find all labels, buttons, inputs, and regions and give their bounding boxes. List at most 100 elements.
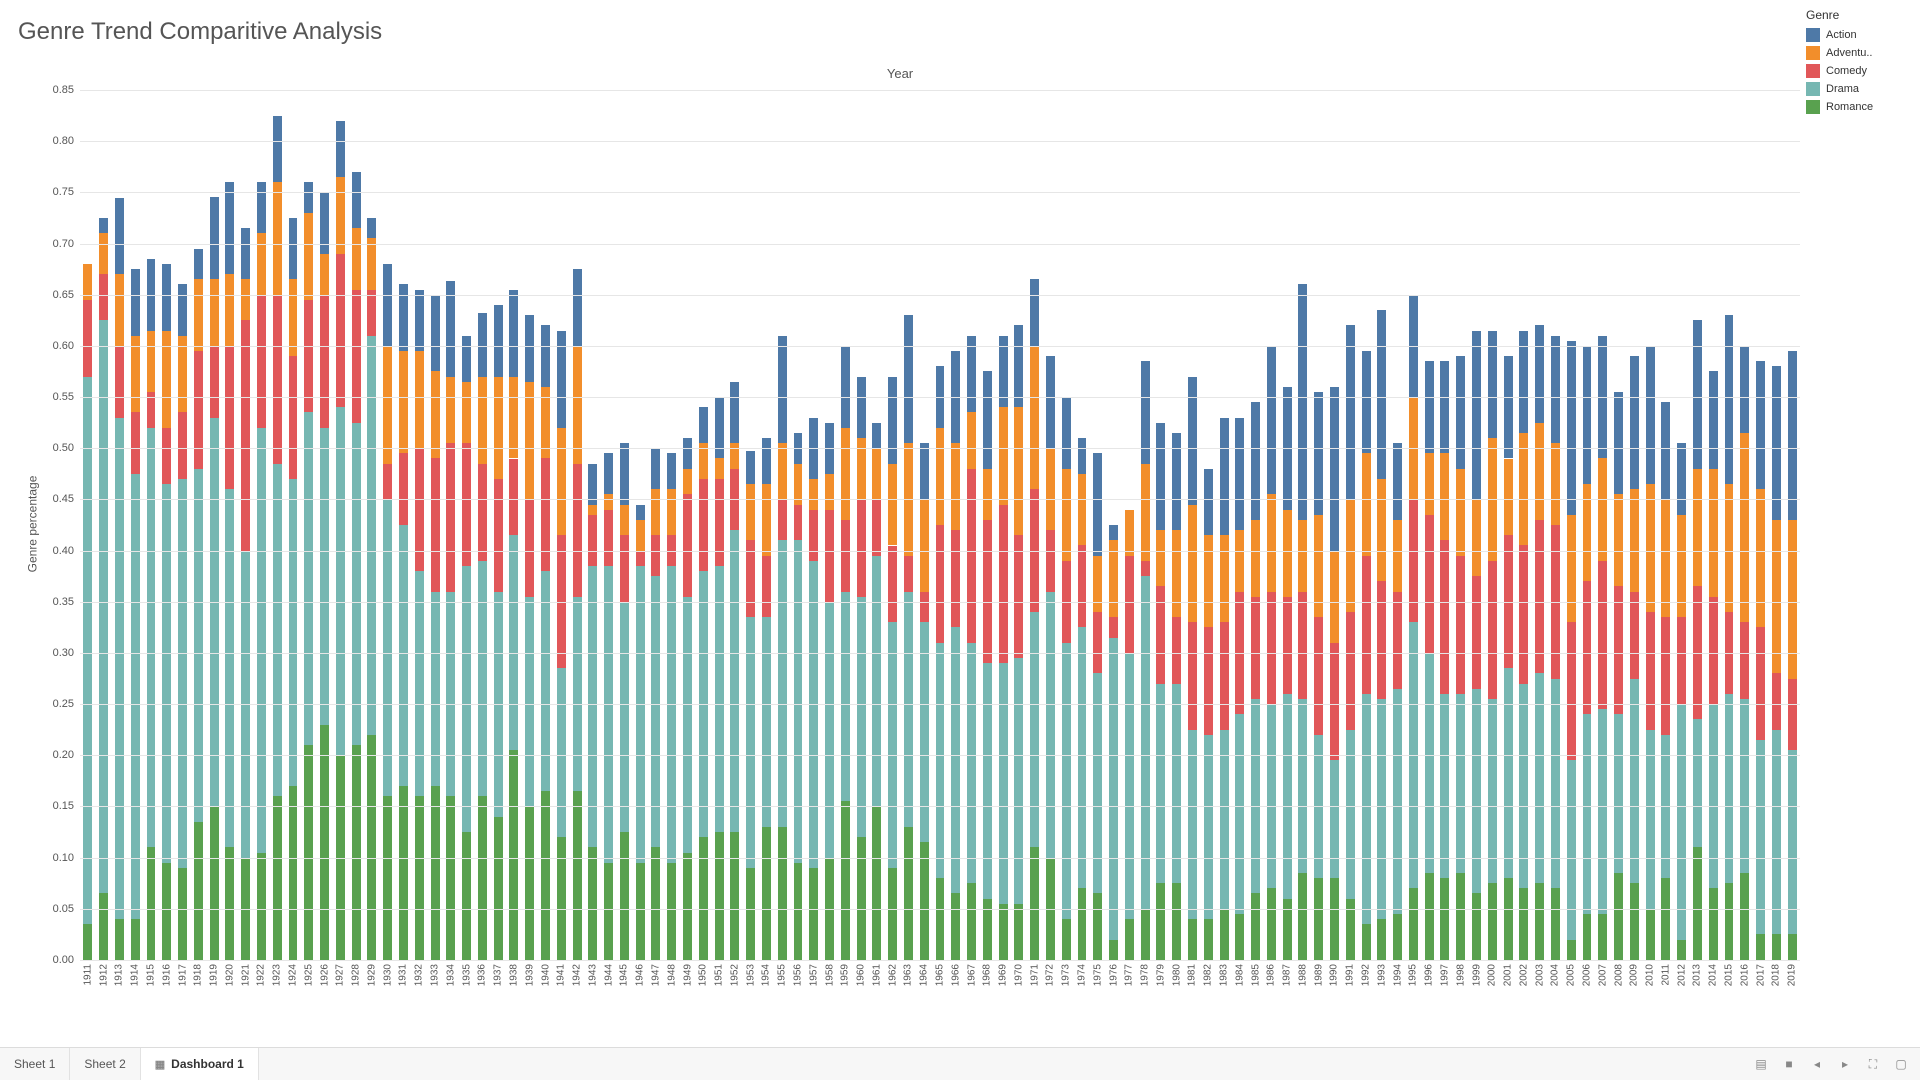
bar-segment[interactable] [1125,510,1134,556]
bar-segment[interactable] [778,540,787,827]
bar-segment[interactable] [904,827,913,960]
bar-segment[interactable] [730,443,739,469]
bar-column[interactable]: 1951 [713,90,726,960]
bar-segment[interactable] [1204,469,1213,536]
bar-column[interactable]: 1923 [271,90,284,960]
bar-segment[interactable] [131,336,140,413]
bar-segment[interactable] [509,750,518,960]
bar-segment[interactable] [1235,914,1244,960]
bar-segment[interactable] [857,499,866,596]
bar-column[interactable]: 1969 [997,90,1010,960]
bar-segment[interactable] [478,377,487,464]
bar-segment[interactable] [1677,617,1686,704]
bar-segment[interactable] [762,556,771,617]
bar-segment[interactable] [1062,469,1071,561]
bar-segment[interactable] [1740,699,1749,873]
bar-segment[interactable] [1377,919,1386,960]
bar-segment[interactable] [1756,740,1765,934]
bar-segment[interactable] [162,264,171,331]
bar-segment[interactable] [1125,919,1134,960]
bar-segment[interactable] [1267,888,1276,960]
bar-segment[interactable] [289,356,298,479]
bar-segment[interactable] [620,832,629,960]
bar-segment[interactable] [1283,694,1292,899]
bar-segment[interactable] [1535,520,1544,674]
bar-column[interactable]: 2007 [1596,90,1609,960]
bar-column[interactable]: 1973 [1060,90,1073,960]
bar-column[interactable]: 1981 [1186,90,1199,960]
bar-segment[interactable] [778,443,787,499]
bar-segment[interactable] [115,274,124,346]
bar-segment[interactable] [367,238,376,289]
bar-segment[interactable] [683,494,692,596]
bar-column[interactable]: 1939 [523,90,536,960]
bar-segment[interactable] [1062,919,1071,960]
prev-icon[interactable]: ◂ [1808,1055,1826,1073]
bar-column[interactable]: 1984 [1233,90,1246,960]
bar-segment[interactable] [399,453,408,525]
bar-segment[interactable] [194,249,203,280]
bar-segment[interactable] [178,479,187,868]
bar-segment[interactable] [83,924,92,960]
bar-segment[interactable] [888,868,897,960]
bar-segment[interactable] [1740,433,1749,622]
bar-segment[interactable] [1661,499,1670,617]
bar-segment[interactable] [778,499,787,540]
bar-segment[interactable] [1504,459,1513,536]
bar-segment[interactable] [1425,515,1434,653]
bar-segment[interactable] [1267,494,1276,591]
bar-segment[interactable] [762,827,771,960]
bar-segment[interactable] [951,893,960,960]
bar-segment[interactable] [1519,433,1528,546]
bar-segment[interactable] [478,464,487,561]
bar-segment[interactable] [415,571,424,796]
bar-column[interactable]: 1999 [1470,90,1483,960]
bar-column[interactable]: 1929 [365,90,378,960]
bar-segment[interactable] [967,883,976,960]
bar-segment[interactable] [478,796,487,960]
bar-column[interactable]: 1961 [870,90,883,960]
bar-segment[interactable] [620,535,629,602]
bar-segment[interactable] [1630,679,1639,884]
bar-segment[interactable] [225,182,234,274]
bar-segment[interactable] [1251,893,1260,960]
bar-segment[interactable] [1330,760,1339,878]
bar-segment[interactable] [367,218,376,238]
bar-segment[interactable] [888,377,897,464]
bar-column[interactable]: 1995 [1407,90,1420,960]
bar-segment[interactable] [383,796,392,960]
bar-column[interactable]: 1953 [744,90,757,960]
bar-column[interactable]: 1952 [728,90,741,960]
bar-segment[interactable] [336,121,345,177]
bar-segment[interactable] [604,494,613,509]
bar-segment[interactable] [1251,597,1260,699]
bar-segment[interactable] [494,479,503,592]
bar-segment[interactable] [162,863,171,960]
bar-segment[interactable] [841,428,850,520]
bar-segment[interactable] [446,592,455,797]
bar-segment[interactable] [636,520,645,551]
bar-segment[interactable] [525,499,534,596]
bar-column[interactable]: 1960 [855,90,868,960]
sheet-tab[interactable]: Sheet 2 [70,1048,140,1080]
bar-segment[interactable] [1109,617,1118,637]
bar-segment[interactable] [1488,883,1497,960]
bar-segment[interactable] [1220,622,1229,729]
bar-segment[interactable] [1235,418,1244,531]
bar-column[interactable]: 1988 [1296,90,1309,960]
bar-column[interactable]: 1911 [81,90,94,960]
bar-column[interactable]: 1949 [681,90,694,960]
bar-segment[interactable] [983,371,992,468]
bar-segment[interactable] [273,464,282,797]
bar-segment[interactable] [1725,484,1734,612]
legend-item[interactable]: Romance [1806,98,1906,116]
bar-column[interactable]: 2015 [1723,90,1736,960]
bar-segment[interactable] [809,479,818,510]
bar-segment[interactable] [1393,443,1402,520]
bar-segment[interactable] [999,505,1008,664]
bar-segment[interactable] [1725,883,1734,960]
bar-column[interactable]: 1943 [586,90,599,960]
bar-segment[interactable] [999,904,1008,960]
bar-segment[interactable] [1440,453,1449,540]
bar-segment[interactable] [936,878,945,960]
